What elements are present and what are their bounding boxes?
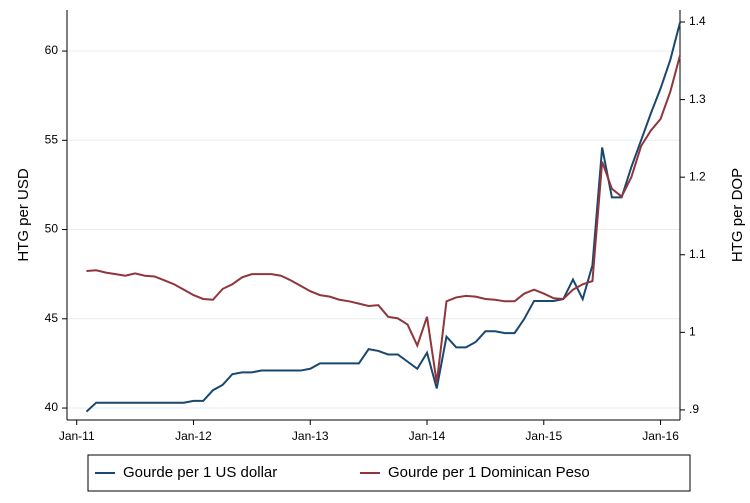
legend-label: Gourde per 1 Dominican Peso xyxy=(388,464,590,481)
x-tick-label: Jan-12 xyxy=(175,429,212,443)
y2-tick-label: .9 xyxy=(689,402,699,416)
x-tick-label: Jan-13 xyxy=(292,429,329,443)
y2-tick-label: 1.3 xyxy=(689,92,706,106)
y2-tick-label: 1.2 xyxy=(689,169,706,183)
legend-label: Gourde per 1 US dollar xyxy=(123,464,277,481)
legend-box xyxy=(87,454,691,492)
y-tick-label: 55 xyxy=(45,132,59,146)
y2-tick-label: 1.1 xyxy=(689,247,706,261)
y-axis-title: HTG per USD xyxy=(15,168,32,262)
series-line xyxy=(86,55,681,383)
y2-tick-label: 1 xyxy=(689,325,696,339)
y-tick-label: 40 xyxy=(45,400,59,414)
x-tick-label: Jan-16 xyxy=(642,429,679,443)
y2-tick-label: 1.4 xyxy=(689,14,706,28)
y2-axis-title: HTG per DOP xyxy=(729,168,746,262)
y-tick-label: 60 xyxy=(45,43,59,57)
x-tick-label: Jan-15 xyxy=(525,429,562,443)
y-tick-label: 50 xyxy=(45,222,59,236)
y-tick-label: 45 xyxy=(45,311,59,325)
series-line xyxy=(85,22,681,413)
x-tick-label: Jan-14 xyxy=(409,429,446,443)
x-tick-label: Jan-11 xyxy=(59,429,95,443)
